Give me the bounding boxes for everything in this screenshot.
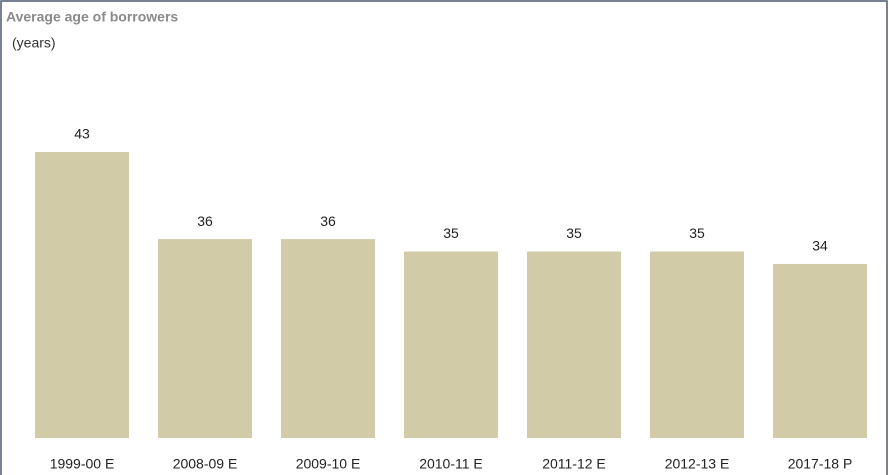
data-label: 34 — [812, 238, 828, 254]
x-tick-label: 2008-09 E — [173, 456, 238, 472]
x-tick-label: 2010-11 E — [419, 456, 483, 472]
bar — [527, 251, 621, 438]
x-tick-label: 2017-18 P — [788, 456, 853, 472]
x-tick-label: 1999-00 E — [50, 456, 115, 472]
chart-title: Average age of borrowers — [6, 9, 178, 25]
data-label: 35 — [689, 225, 705, 241]
bar — [650, 251, 744, 438]
data-label: 36 — [320, 213, 336, 229]
data-label: 35 — [443, 225, 459, 241]
x-tick-label: 2011-12 E — [542, 456, 606, 472]
bar — [35, 152, 129, 439]
chart-subtitle: (years) — [12, 35, 56, 51]
x-tick-label: 2009-10 E — [296, 456, 361, 472]
x-tick-label: 2012-13 E — [665, 456, 730, 472]
data-label: 36 — [197, 213, 213, 229]
bar — [158, 239, 252, 438]
bar — [404, 251, 498, 438]
bar — [773, 263, 867, 438]
data-label: 43 — [74, 126, 90, 142]
bar — [281, 239, 375, 438]
data-label: 35 — [566, 225, 582, 241]
